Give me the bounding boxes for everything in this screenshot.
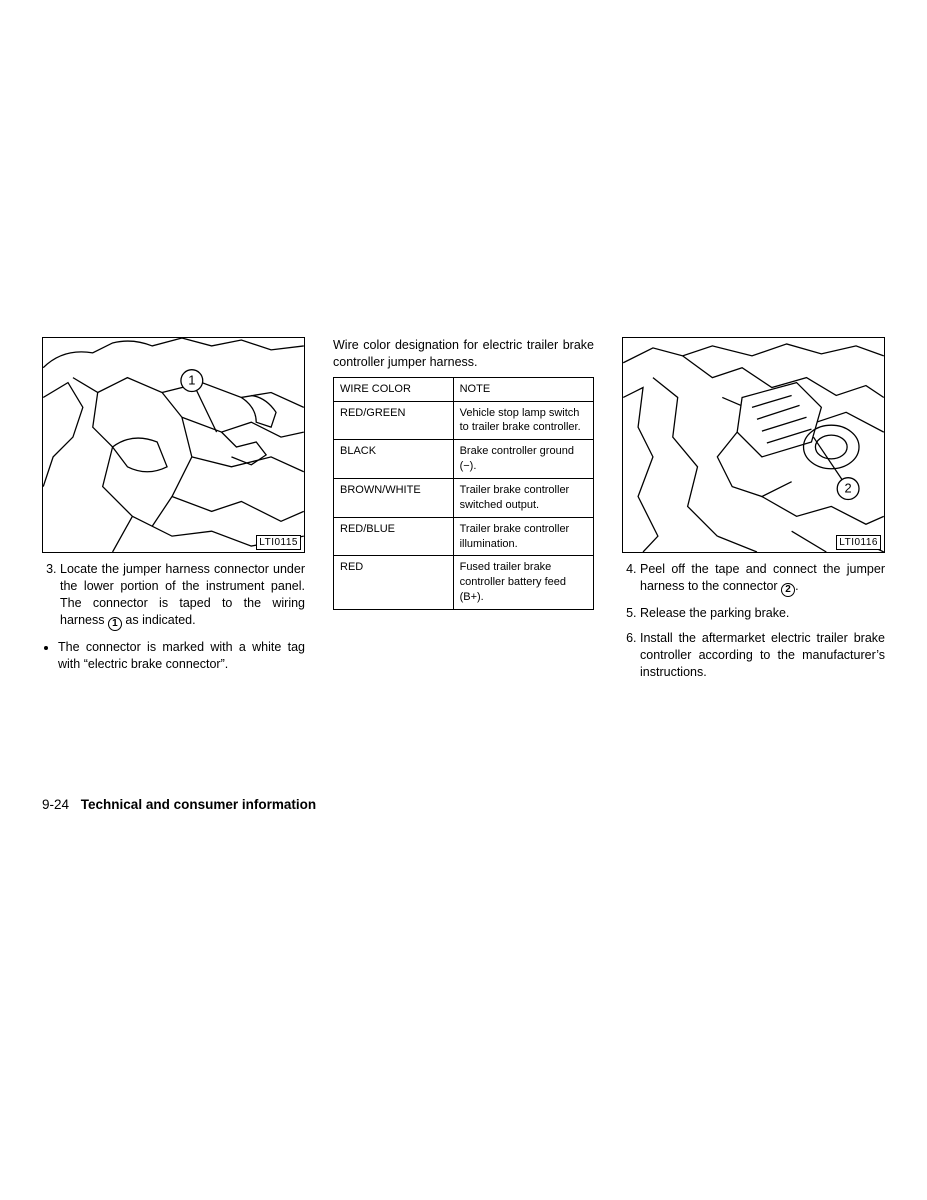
- table-cell: RED/GREEN: [334, 401, 454, 440]
- table-cell: Brake controller ground (−).: [453, 440, 593, 479]
- table-intro: Wire color designation for electric trai…: [333, 337, 594, 371]
- table-cell: Fused trailer brake controller battery f…: [453, 556, 593, 610]
- figure-2: 2 LTI0116: [622, 337, 885, 553]
- table-row: RED/BLUE Trailer brake controller illumi…: [334, 517, 594, 556]
- left-bullets: The connector is marked with a white tag…: [42, 639, 305, 673]
- circled-2-icon: 2: [781, 583, 795, 597]
- table-cell: RED/BLUE: [334, 517, 454, 556]
- left-steps: Locate the jumper harness connector unde…: [42, 561, 305, 631]
- wire-color-table: WIRE COLOR NOTE RED/GREEN Vehicle stop l…: [333, 377, 594, 610]
- figure-2-callout-num: 2: [845, 481, 852, 496]
- figure-2-svg: 2: [623, 338, 884, 552]
- page: 1 LTI0115 Locate the jumper harness conn…: [0, 0, 927, 1200]
- figure-1-callout-num: 1: [188, 373, 195, 388]
- table-cell: RED: [334, 556, 454, 610]
- middle-column: Wire color designation for electric trai…: [333, 337, 594, 688]
- table-cell: Trailer brake controller illumination.: [453, 517, 593, 556]
- table-row: RED/GREEN Vehicle stop lamp switch to tr…: [334, 401, 594, 440]
- section-title: Technical and consumer information: [81, 797, 316, 812]
- page-footer: 9-24 Technical and consumer information: [42, 797, 316, 812]
- table-cell: Trailer brake controller switched output…: [453, 478, 593, 517]
- right-column: 2 LTI0116 Peel off the tape and connect …: [622, 337, 885, 688]
- table-header-color: WIRE COLOR: [334, 377, 454, 401]
- step-6: Install the aftermarket electric trailer…: [640, 630, 885, 681]
- figure-1-svg: 1: [43, 338, 304, 552]
- three-column-row: 1 LTI0115 Locate the jumper harness conn…: [42, 337, 885, 688]
- page-number: 9-24: [42, 797, 69, 812]
- table-row: BROWN/WHITE Trailer brake controller swi…: [334, 478, 594, 517]
- left-bullet-1: The connector is marked with a white tag…: [58, 639, 305, 673]
- step-5: Release the parking brake.: [640, 605, 885, 622]
- table-cell: BROWN/WHITE: [334, 478, 454, 517]
- table-row: RED Fused trailer brake controller batte…: [334, 556, 594, 610]
- step-3: Locate the jumper harness connector unde…: [60, 561, 305, 631]
- left-column: 1 LTI0115 Locate the jumper harness conn…: [42, 337, 305, 688]
- table-cell: Vehicle stop lamp switch to trailer brak…: [453, 401, 593, 440]
- figure-1: 1 LTI0115: [42, 337, 305, 553]
- step-4: Peel off the tape and connect the jumper…: [640, 561, 885, 597]
- table-row: WIRE COLOR NOTE: [334, 377, 594, 401]
- table-cell: BLACK: [334, 440, 454, 479]
- table-row: BLACK Brake controller ground (−).: [334, 440, 594, 479]
- figure-2-label: LTI0116: [836, 535, 881, 551]
- table-header-note: NOTE: [453, 377, 593, 401]
- step-3-text-b: as indicated.: [122, 613, 196, 627]
- step-4-text-a: Peel off the tape and connect the jumper…: [640, 562, 885, 593]
- circled-1-icon: 1: [108, 617, 122, 631]
- figure-1-label: LTI0115: [256, 535, 301, 551]
- right-steps: Peel off the tape and connect the jumper…: [622, 561, 885, 680]
- step-4-text-b: .: [795, 579, 798, 593]
